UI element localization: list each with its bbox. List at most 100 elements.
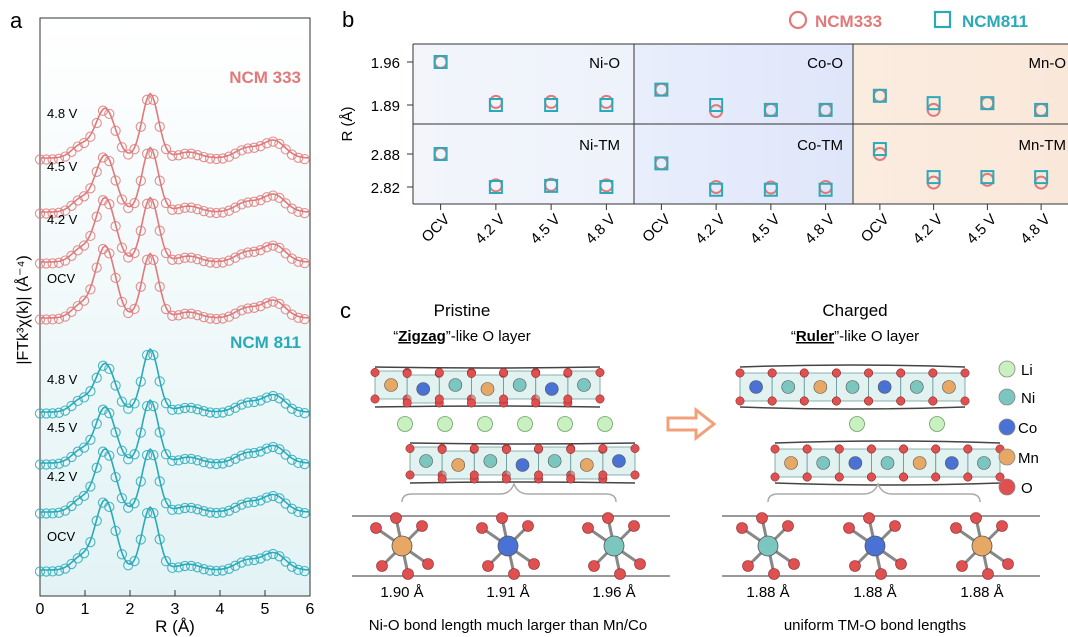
exafs-data-point	[66, 250, 77, 261]
exafs-data-point	[255, 141, 266, 152]
ncm811-point	[926, 96, 941, 111]
pristine-title: Pristine	[434, 301, 491, 320]
tm-atom	[480, 382, 495, 396]
exafs-data-point	[47, 508, 58, 519]
exafs-data-point	[198, 205, 209, 217]
exafs-data-point	[91, 462, 102, 473]
li-atom	[929, 416, 945, 432]
exafs-data-point	[280, 498, 291, 509]
tm-center-atom	[391, 535, 413, 557]
exafs-data-point	[78, 137, 90, 149]
tm-atom	[416, 382, 431, 396]
exafs-data-point	[167, 254, 178, 265]
panel-label-b: b	[342, 7, 354, 32]
oxygen-atom	[466, 398, 476, 408]
exafs-data-point	[242, 448, 254, 459]
ncm811-point	[926, 170, 941, 185]
tm-atom	[877, 380, 892, 394]
oxygen-atom	[405, 444, 415, 453]
exafs-data-point	[116, 242, 128, 253]
exafs-data-point	[154, 175, 165, 186]
exafs-data-point	[223, 405, 235, 416]
x-tick-label: OCV	[639, 211, 674, 246]
exafs-data-point	[186, 560, 197, 572]
tm-atom	[612, 454, 626, 468]
x-tick-label: 4.2 V	[472, 211, 509, 248]
exafs-data-point	[286, 149, 298, 160]
legend-o-dot	[998, 478, 1016, 496]
exafs-data-point	[41, 208, 52, 219]
oxygen-atom	[928, 368, 938, 378]
exafs-data-point	[230, 308, 241, 319]
exafs-data-point	[261, 242, 272, 253]
exafs-data-point	[97, 152, 109, 163]
y-tick-marks	[407, 61, 413, 188]
exafs-data-point	[242, 397, 254, 408]
li-atom	[517, 416, 533, 432]
x-tick-label: 5	[261, 601, 270, 618]
exafs-data-point	[104, 501, 115, 513]
o-layer-outline	[374, 366, 601, 369]
exafs-data-point	[34, 154, 46, 165]
exafs-data-point	[192, 254, 203, 265]
exafs-data-point	[104, 408, 115, 419]
legend-ncm333-marker	[788, 10, 808, 30]
tm-atom	[781, 380, 796, 394]
exafs-data-point	[255, 301, 266, 312]
exafs-data-point	[242, 555, 254, 566]
exafs-data-point	[110, 380, 121, 391]
exafs-data-point	[242, 197, 254, 208]
curve-label-333-48v: 4.8 V	[47, 106, 78, 121]
x-tick-label: 4.5 V	[527, 211, 564, 248]
panel-a-curves	[34, 92, 311, 577]
panel-b-bg-ni-tm	[413, 124, 634, 204]
subplot-title-mn-tm: Mn-TM	[1019, 137, 1067, 154]
exafs-data-point	[249, 196, 260, 207]
exafs-data-point	[211, 153, 222, 165]
exafs-data-point	[242, 143, 254, 154]
exafs-data-point	[91, 117, 102, 129]
exafs-data-point	[274, 192, 285, 204]
exafs-data-point	[293, 564, 304, 576]
exafs-data-point	[53, 257, 65, 268]
exafs-data-point	[192, 504, 203, 515]
oxygen-atom	[522, 520, 534, 532]
exafs-data-point	[72, 141, 83, 152]
exafs-fit-line	[40, 92, 311, 159]
exafs-data-point	[116, 296, 128, 308]
exafs-data-point	[97, 404, 109, 415]
exafs-data-point	[47, 566, 58, 577]
exafs-data-point	[97, 360, 109, 371]
oxygen-atom	[756, 512, 768, 524]
exafs-data-point	[97, 105, 109, 116]
curve-label-333-ocv: OCV	[47, 271, 76, 286]
exafs-data-point	[280, 198, 291, 209]
tm-atom	[515, 458, 530, 472]
exafs-data-point	[47, 459, 58, 470]
exafs-data-point	[110, 125, 121, 136]
exafs-data-point	[129, 197, 140, 209]
exafs-data-point	[123, 149, 134, 160]
exafs-data-point	[186, 148, 197, 159]
exafs-data-point	[267, 490, 279, 502]
exafs-data-point	[236, 557, 247, 568]
exafs-data-point	[293, 406, 304, 418]
oxygen-atom	[960, 368, 970, 378]
exafs-data-point	[179, 453, 191, 465]
oxygen-atom	[963, 472, 973, 482]
oxygen-atom	[628, 520, 640, 532]
oxygen-atom	[950, 522, 962, 534]
oxygen-atom	[799, 396, 809, 406]
oxygen-atom	[782, 520, 794, 532]
exafs-data-point	[179, 202, 191, 213]
exafs-data-point	[116, 142, 128, 153]
exafs-data-point	[160, 398, 172, 409]
exafs-data-point	[167, 310, 178, 321]
exafs-data-point	[78, 295, 90, 306]
exafs-data-point	[236, 145, 247, 156]
exafs-data-point	[110, 525, 121, 537]
oxygen-atom	[508, 568, 520, 580]
tm-atom	[912, 456, 927, 470]
li-atom	[477, 416, 493, 432]
ncm811-point	[763, 182, 778, 197]
